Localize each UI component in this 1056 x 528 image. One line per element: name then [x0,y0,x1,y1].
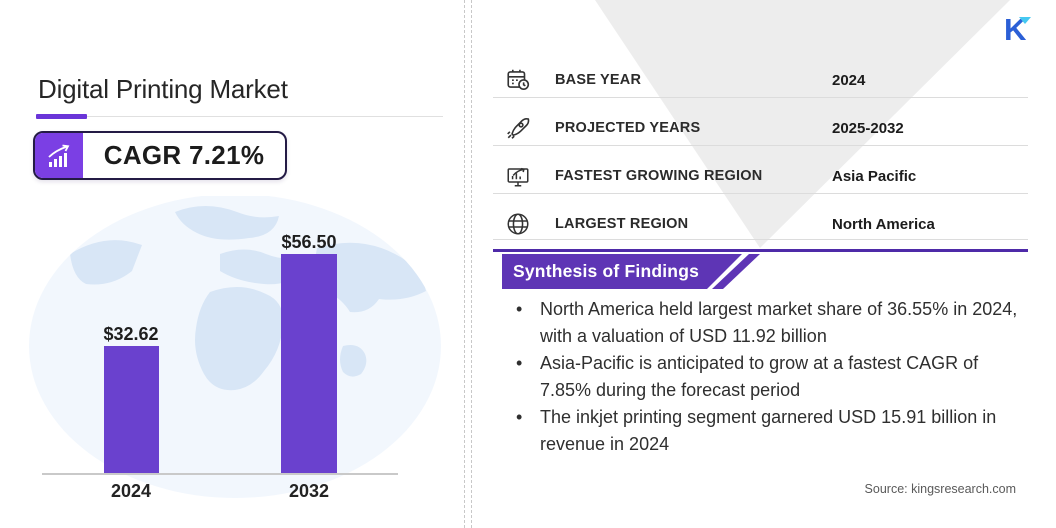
globe-icon [507,213,529,235]
synthesis-banner: Synthesis of Findings [502,254,742,289]
growth-chart-icon [35,133,83,178]
fact-row-fastest-growing-region: FASTEST GROWING REGION Asia Pacific [493,152,1033,200]
row-separator [493,97,1028,98]
kings-research-logo: K [1004,12,1034,48]
source-attribution: Source: kingsresearch.com [864,482,1016,496]
axis-label-2024: 2024 [110,481,152,501]
cagr-badge: CAGR 7.21% [33,131,287,180]
bar-2032 [281,254,337,473]
cagr-value: CAGR 7.21% [103,140,265,170]
finding-item: North America held largest market share … [512,296,1024,350]
fact-row-projected-years: PROJECTED YEARS 2025-2032 [493,104,1033,152]
fact-value: 2025-2032 [832,119,904,137]
fact-row-base-year: BASE YEAR 2024 [493,56,1033,104]
row-separator [493,239,1028,240]
x-axis-line [42,473,398,475]
title-underline-accent [36,114,87,119]
fact-label: BASE YEAR [555,72,642,88]
findings-list: North America held largest market share … [512,296,1024,458]
panel-divider [464,0,472,528]
bar-2024 [104,346,159,473]
calendar-clock-icon [507,69,530,91]
fact-row-largest-region: LARGEST REGION North America [493,200,1033,248]
synthesis-top-rule [493,249,1028,252]
growth-chart-icon [507,167,529,187]
fact-label: PROJECTED YEARS [555,120,701,136]
fact-value: 2024 [832,71,866,89]
axis-label-2032: 2032 [288,481,330,501]
finding-item: Asia-Pacific is anticipated to grow at a… [512,350,1024,404]
row-separator [493,145,1028,146]
fact-label: FASTEST GROWING REGION [555,168,763,184]
logo-triangle-icon [1019,17,1031,24]
finding-item: The inkjet printing segment garnered USD… [512,404,1024,458]
fact-label: LARGEST REGION [555,216,689,232]
fact-value: Asia Pacific [832,167,917,185]
row-separator [493,193,1028,194]
rocket-icon [507,118,530,139]
bar-label-2032-amount: $56.50 [281,232,337,252]
synthesis-heading: Synthesis of Findings [513,261,700,281]
fact-value: North America [832,215,935,233]
title-underline [38,116,443,117]
bar-label-2024-amount: $32.62 [103,324,159,344]
page-title: Digital Printing Market [38,74,288,104]
